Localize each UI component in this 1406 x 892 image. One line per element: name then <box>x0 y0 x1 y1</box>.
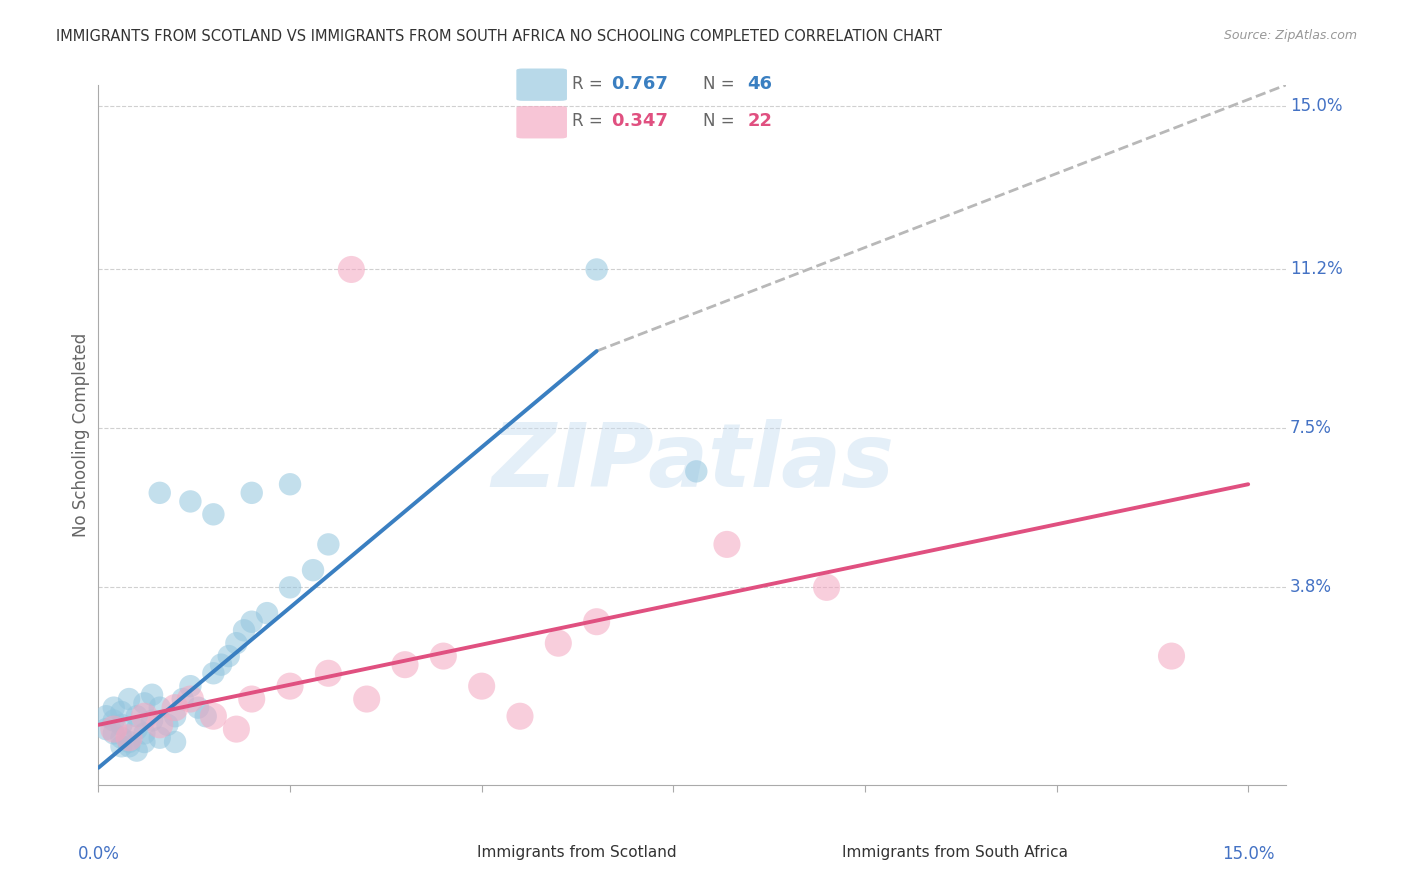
Point <box>103 714 125 728</box>
Point <box>685 464 707 478</box>
Text: 0.347: 0.347 <box>612 112 668 130</box>
Point <box>202 508 225 522</box>
Point <box>278 580 301 594</box>
Point <box>118 731 141 745</box>
Point <box>125 722 148 736</box>
Text: 11.2%: 11.2% <box>1291 260 1343 278</box>
Point <box>110 718 132 732</box>
Point <box>218 649 240 664</box>
Point <box>103 726 125 740</box>
Point <box>240 615 263 629</box>
Text: N =: N = <box>703 112 740 130</box>
Point <box>110 739 132 754</box>
Point <box>815 580 838 594</box>
Point <box>141 688 163 702</box>
Text: Source: ZipAtlas.com: Source: ZipAtlas.com <box>1223 29 1357 42</box>
Point <box>225 636 247 650</box>
Point <box>103 722 125 736</box>
Point <box>134 696 156 710</box>
Point <box>179 679 201 693</box>
Point <box>225 722 247 736</box>
Text: 15.0%: 15.0% <box>1291 97 1343 115</box>
Text: N =: N = <box>703 75 740 94</box>
Point <box>233 624 256 638</box>
Text: 3.8%: 3.8% <box>1291 578 1331 597</box>
Text: 0.0%: 0.0% <box>77 845 120 863</box>
Point <box>103 700 125 714</box>
Point <box>134 726 156 740</box>
Point <box>94 709 117 723</box>
Point <box>318 666 340 681</box>
Point <box>240 692 263 706</box>
Point <box>202 666 225 681</box>
Point <box>340 262 363 277</box>
Point <box>156 718 179 732</box>
Text: Immigrants from South Africa: Immigrants from South Africa <box>842 846 1069 860</box>
Point <box>716 537 738 551</box>
Point <box>134 735 156 749</box>
Text: 15.0%: 15.0% <box>1222 845 1274 863</box>
Point <box>125 743 148 757</box>
Point <box>278 679 301 693</box>
Point <box>165 735 187 749</box>
Point <box>125 709 148 723</box>
Point <box>118 739 141 754</box>
Point <box>278 477 301 491</box>
Point <box>202 709 225 723</box>
Point <box>318 537 340 551</box>
Point <box>585 615 607 629</box>
Point <box>509 709 531 723</box>
Text: ZIPatlas: ZIPatlas <box>491 419 894 507</box>
Text: R =: R = <box>572 75 607 94</box>
Point <box>240 486 263 500</box>
Point <box>432 649 454 664</box>
Point <box>585 262 607 277</box>
Text: 46: 46 <box>748 75 772 94</box>
Point <box>471 679 494 693</box>
Y-axis label: No Schooling Completed: No Schooling Completed <box>72 333 90 537</box>
FancyBboxPatch shape <box>516 106 567 138</box>
Point <box>165 709 187 723</box>
Point <box>165 700 187 714</box>
Point <box>94 722 117 736</box>
Point <box>179 692 201 706</box>
Point <box>1160 649 1182 664</box>
Point <box>149 731 172 745</box>
Point <box>187 700 209 714</box>
Point <box>356 692 378 706</box>
Point <box>194 709 217 723</box>
Point <box>118 735 141 749</box>
Point <box>149 700 172 714</box>
Point <box>110 731 132 745</box>
Text: 0.767: 0.767 <box>612 75 668 94</box>
Point <box>547 636 569 650</box>
Point <box>256 606 278 620</box>
Point <box>118 692 141 706</box>
FancyBboxPatch shape <box>516 69 567 101</box>
Point <box>172 692 194 706</box>
Point <box>209 657 232 672</box>
Point <box>149 486 172 500</box>
Point <box>134 709 156 723</box>
Point <box>149 718 172 732</box>
Point <box>141 714 163 728</box>
Text: IMMIGRANTS FROM SCOTLAND VS IMMIGRANTS FROM SOUTH AFRICA NO SCHOOLING COMPLETED : IMMIGRANTS FROM SCOTLAND VS IMMIGRANTS F… <box>56 29 942 44</box>
Point <box>394 657 416 672</box>
Text: Immigrants from Scotland: Immigrants from Scotland <box>477 846 676 860</box>
Point <box>110 705 132 719</box>
Text: R =: R = <box>572 112 607 130</box>
Point <box>302 563 325 577</box>
Text: 22: 22 <box>748 112 772 130</box>
Text: 7.5%: 7.5% <box>1291 419 1331 437</box>
Point <box>179 494 201 508</box>
